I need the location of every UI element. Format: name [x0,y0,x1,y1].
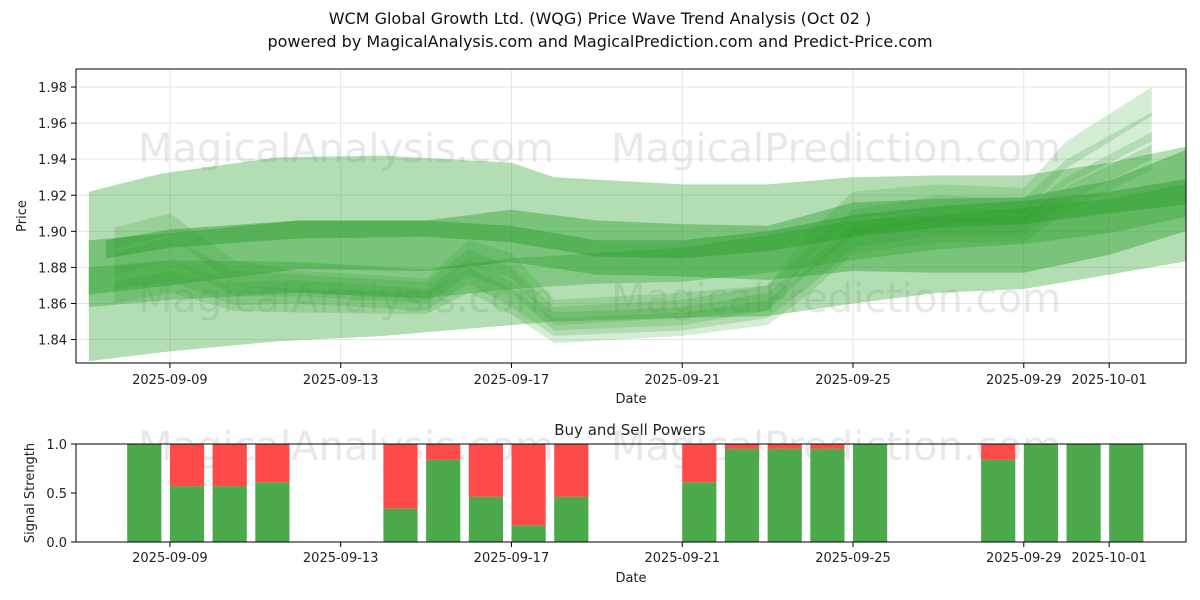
band-wave-a [114,87,1152,326]
band-wide-band [88,146,1186,362]
bars-ytick-label-0: 0.0 [46,536,67,551]
buy-bar-7 [511,525,546,542]
bars-xtick-label-6: 2025-10-01 [1071,551,1147,566]
bars-xtick-label-4: 2025-09-25 [815,551,891,566]
price-xtick-label-6: 2025-10-01 [1071,373,1147,388]
buy-bar-1 [169,486,205,542]
buy-bar-5 [426,459,461,542]
buy-bar-13 [853,444,888,542]
price-ytick-label-7: 1.98 [38,81,67,96]
sell-bar-9 [682,444,717,483]
bars-xtick-label-0: 2025-09-09 [132,551,208,566]
band-narrow-band [105,179,1186,259]
sell-bar-7 [511,444,546,526]
buy-bar-10 [724,448,760,542]
buy-bar-15 [1023,444,1058,542]
buy-bar-3 [255,482,290,542]
watermark-top-left: MagicalAnalysis.com [138,126,554,172]
buy-sell-title: Buy and Sell Powers [554,421,706,439]
bars-ytick-label-1: 0.5 [46,487,67,502]
sell-bar-8 [554,444,589,497]
price-xtick-label-0: 2025-09-09 [132,373,208,388]
sell-bar-12 [810,444,845,449]
sell-bar-3 [255,444,290,483]
chart-title: WCM Global Growth Ltd. (WQG) Price Wave … [328,9,872,28]
price-ytick-label-4: 1.92 [38,189,67,204]
buy-bar-4 [383,508,418,542]
bars-x-axis-label: Date [615,571,646,586]
sell-bar-2 [212,444,247,487]
watermark-top-right: MagicalPrediction.com [611,126,1061,172]
bars-xtick-label-2: 2025-09-17 [474,551,550,566]
band-wave-d [114,144,1152,344]
buy-bar-0 [127,444,162,542]
buy-bar-2 [212,486,247,542]
buy-bar-12 [810,448,845,542]
buy-bar-11 [767,448,802,542]
sell-bar-5 [426,444,461,460]
band-mid-band-2 [88,184,1186,308]
sell-bar-1 [169,444,205,487]
buy-bar-17 [1109,444,1144,542]
bars-ytick-label-2: 1.0 [46,438,67,453]
price-ytick-label-3: 1.90 [38,225,67,240]
price-bands [88,87,1186,362]
buy-bar-14 [981,459,1016,542]
chart-subtitle: powered by MagicalAnalysis.com and Magic… [267,32,933,51]
sell-bar-14 [981,444,1016,460]
bars-xtick-label-1: 2025-09-13 [303,551,379,566]
bars-xtick-label-5: 2025-09-29 [986,551,1062,566]
bars-xtick-label-3: 2025-09-21 [644,551,720,566]
buy-bar-16 [1066,444,1101,542]
price-xtick-label-3: 2025-09-21 [644,373,720,388]
sell-bar-4 [383,444,418,509]
price-axes-frame [75,68,1187,364]
buy-bar-9 [682,482,717,542]
price-ytick-label-6: 1.96 [38,117,67,132]
sell-bar-11 [767,444,802,449]
sell-bar-10 [724,444,760,449]
price-ytick-label-2: 1.88 [38,261,67,276]
price-xtick-label-5: 2025-09-29 [986,373,1062,388]
buy-bar-8 [554,496,589,542]
band-wave-c [114,132,1152,336]
price-y-axis-label: Price [15,200,30,232]
bars-y-axis-label: Signal Strength [23,443,38,543]
price-xtick-label-2: 2025-09-17 [474,373,550,388]
price-ytick-label-0: 1.84 [38,334,67,349]
watermark-mid-left: MagicalAnalysis.com [138,276,554,322]
band-mid-band-1 [88,149,1186,295]
buy-bar-6 [468,496,503,542]
sell-bar-6 [468,444,503,497]
price-ytick-label-1: 1.86 [38,297,67,312]
price-x-axis-label: Date [615,392,646,407]
price-ytick-label-5: 1.94 [38,153,67,168]
price-xtick-label-1: 2025-09-13 [303,373,379,388]
price-xtick-label-4: 2025-09-25 [815,373,891,388]
watermark-mid-right: MagicalPrediction.com [611,276,1061,322]
